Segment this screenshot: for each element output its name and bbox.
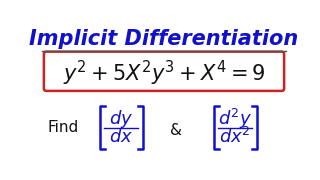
Text: $d^2y$: $d^2y$	[218, 107, 252, 131]
FancyBboxPatch shape	[44, 52, 284, 91]
Text: Implicit Differentiation: Implicit Differentiation	[29, 29, 299, 49]
Text: &: &	[170, 123, 182, 138]
Text: $dx^2$: $dx^2$	[220, 127, 251, 147]
Text: $dy$: $dy$	[109, 108, 133, 130]
Text: Find: Find	[48, 120, 79, 135]
Text: $y^2 + 5X^2y^3 + X^4 = 9$: $y^2 + 5X^2y^3 + X^4 = 9$	[63, 58, 265, 88]
Text: $dx$: $dx$	[109, 128, 133, 146]
